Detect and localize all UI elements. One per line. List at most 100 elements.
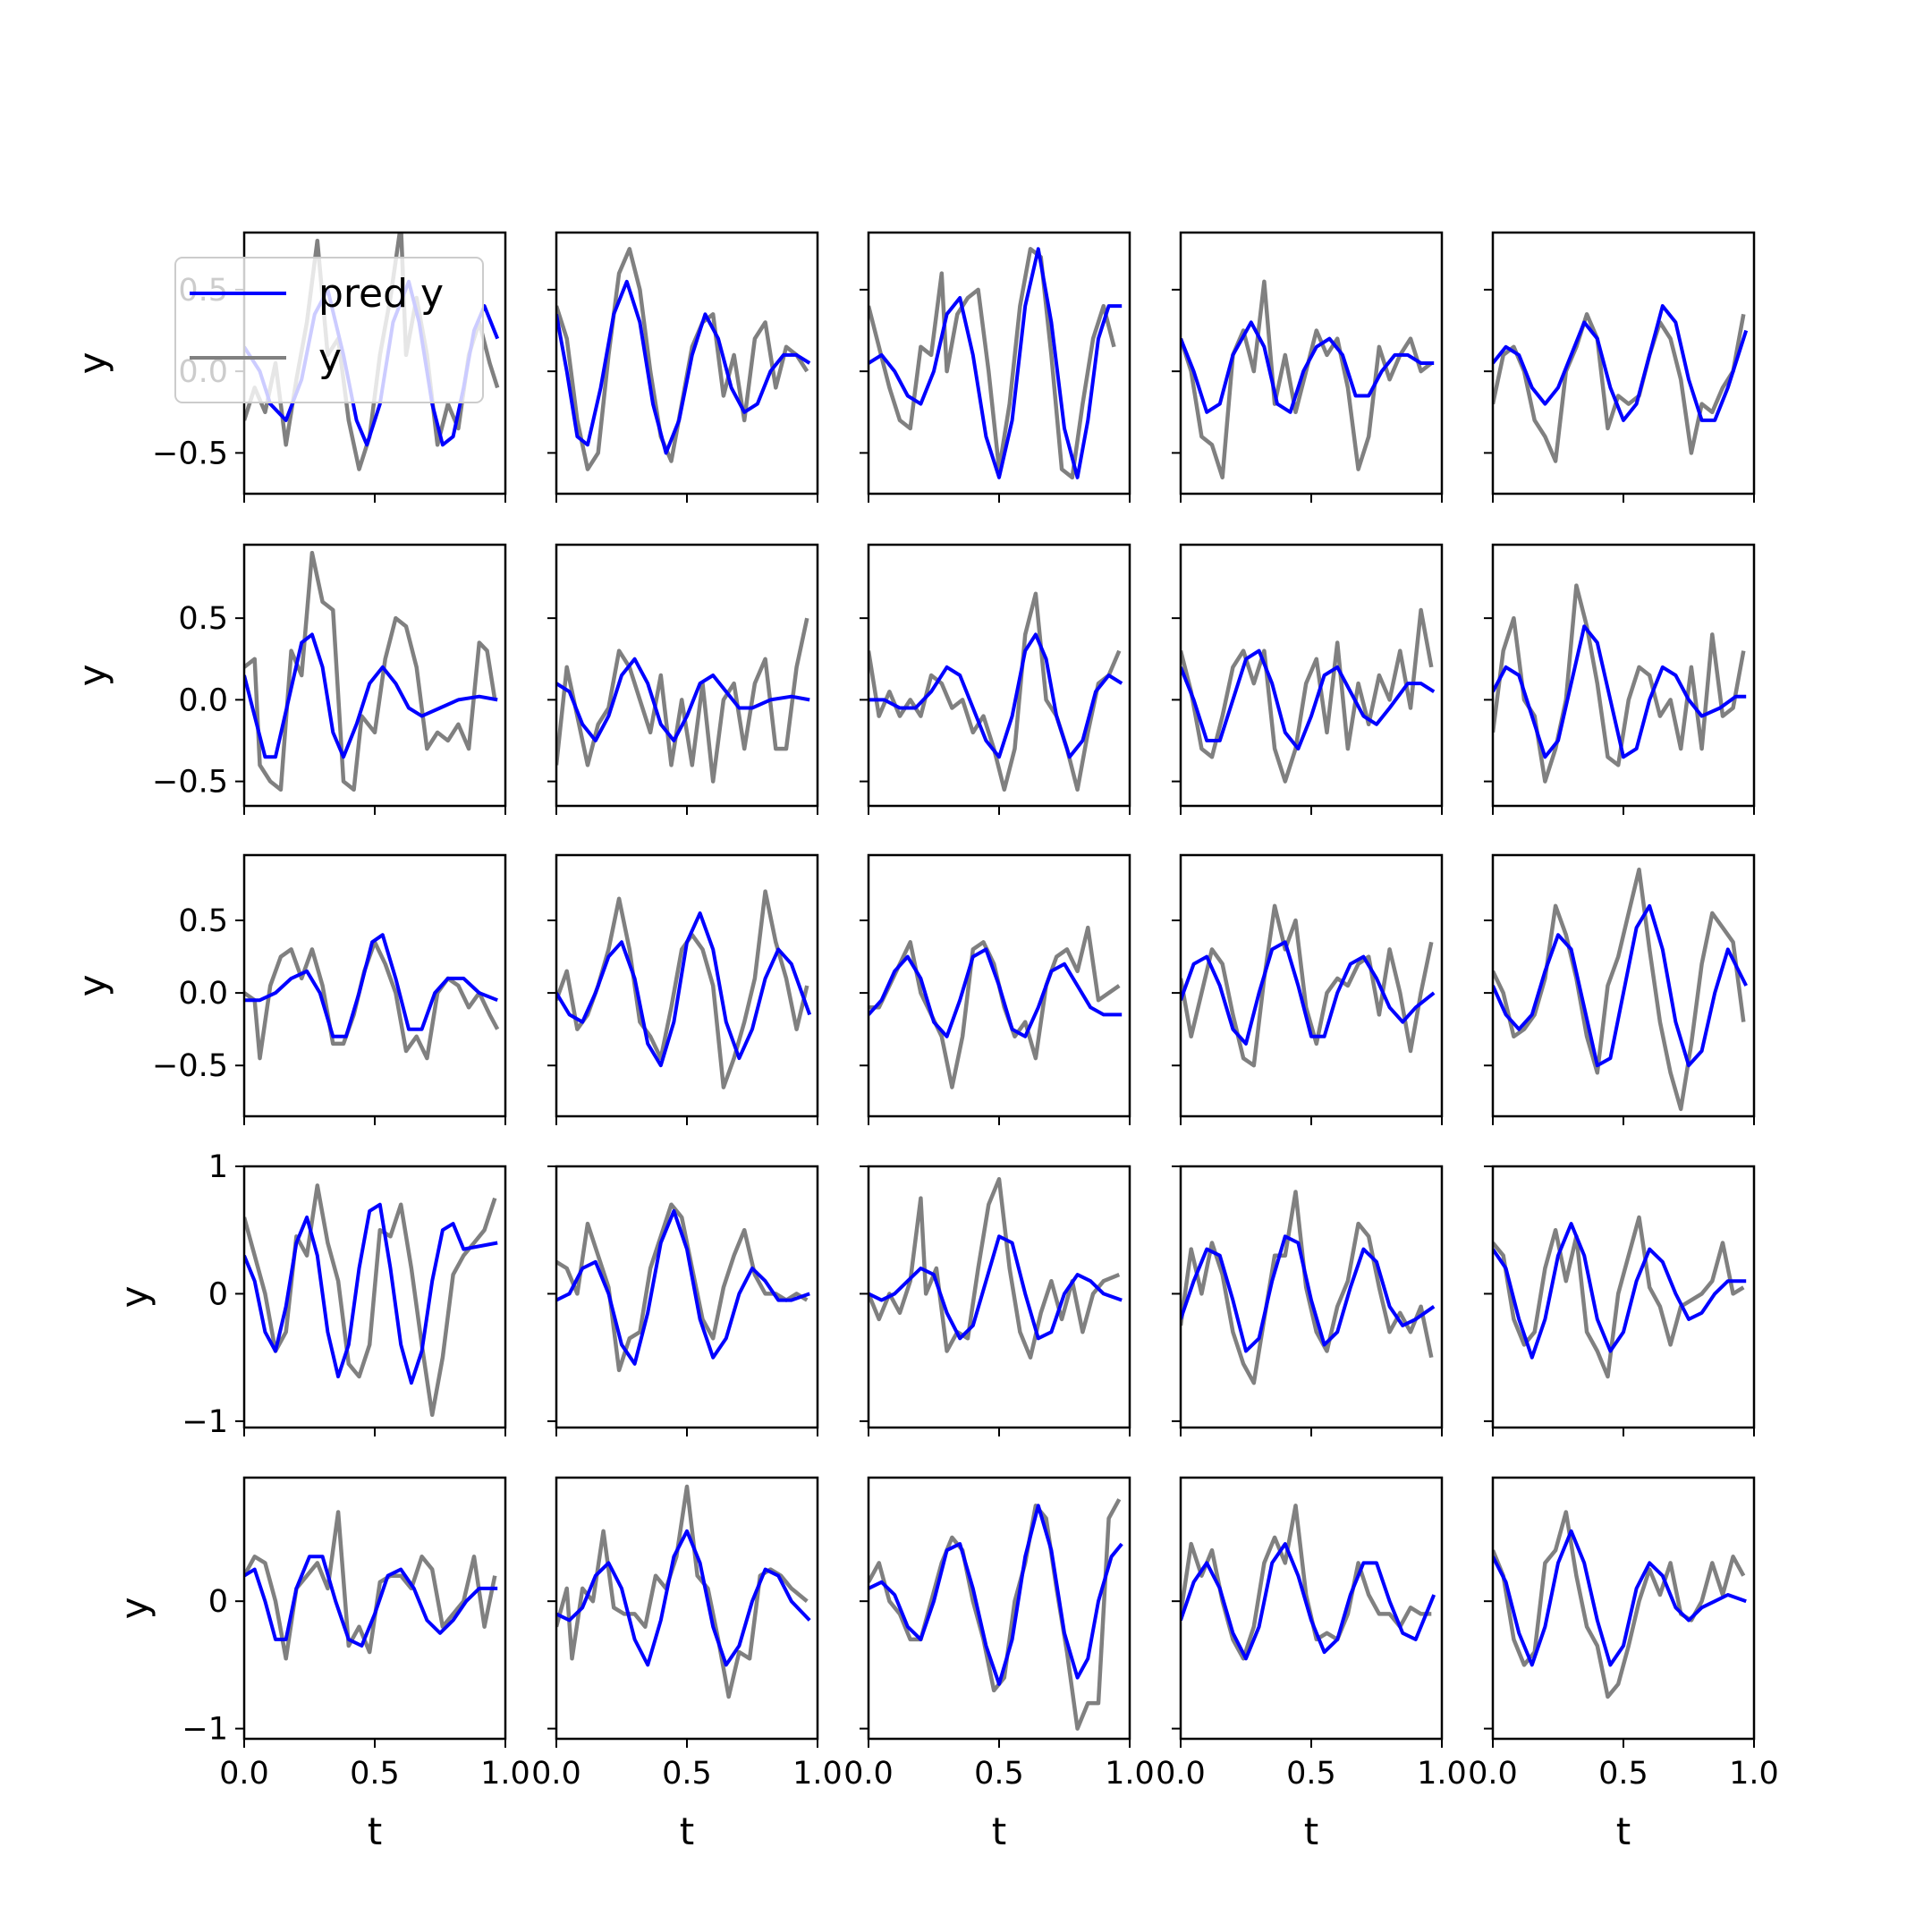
plot-lines	[1181, 1504, 1436, 1661]
series-line-pred-y	[1181, 1234, 1436, 1353]
y-axis-label: y	[71, 975, 114, 997]
subplot-r4-c1: 0.0 0.5 1.0 t	[531, 1476, 843, 1853]
plots-layer: −0.50.00.5y−0.50.00.5y−0.50.00.5y−101y0.…	[71, 231, 1779, 1853]
subplot-r1-c4	[1484, 543, 1756, 815]
series-line-y	[1181, 1190, 1434, 1385]
series-line-y	[244, 940, 500, 1061]
series-line-pred-y	[869, 1504, 1123, 1686]
series-line-pred-y	[1181, 940, 1436, 1046]
x-axis-label: t	[368, 1809, 382, 1853]
y-tick-label: −0.5	[152, 1048, 228, 1084]
y-tick-label: 0.5	[178, 903, 228, 939]
subplot-r4-c2: 0.0 0.5 1.0 t	[843, 1476, 1155, 1853]
series-line-pred-y	[1493, 304, 1749, 422]
y-axis-label: y	[71, 665, 114, 687]
series-line-pred-y	[1181, 1542, 1436, 1661]
plot-lines	[1493, 583, 1747, 784]
y-axis-label: y	[113, 1597, 157, 1620]
series-line-y	[556, 247, 809, 471]
axes-frame	[555, 1476, 819, 1741]
subplot-r1-c1	[547, 543, 819, 815]
plot-lines	[1493, 1215, 1747, 1379]
series-line-pred-y	[1493, 903, 1748, 1068]
x-tick-label: 0.5	[662, 1756, 712, 1792]
subplot-r2-c0: −0.5 0.0 0.5 y	[71, 853, 507, 1125]
plot-lines	[244, 1510, 498, 1661]
series-line-pred-y	[556, 657, 810, 742]
plot-lines	[869, 1176, 1123, 1360]
x-tick-label: 1.0	[1105, 1756, 1155, 1792]
y-tick-label: 0.0	[178, 682, 228, 718]
plot-lines	[556, 1484, 811, 1699]
subplot-r1-c3	[1172, 543, 1444, 815]
plot-lines	[1493, 867, 1748, 1112]
plot-lines	[1493, 304, 1749, 463]
subplot-r0-c1	[547, 231, 819, 503]
x-axis-label: t	[1616, 1809, 1631, 1853]
y-tick-label: −0.5	[152, 436, 228, 471]
series-line-y	[244, 550, 497, 792]
series-line-y	[1493, 583, 1746, 784]
plot-lines	[869, 1498, 1123, 1731]
x-tick-label: 1.0	[1729, 1756, 1779, 1792]
plot-lines	[869, 591, 1123, 792]
y-tick-label: −1	[182, 1404, 228, 1440]
axes-frame	[555, 543, 819, 808]
series-line-pred-y	[869, 247, 1123, 479]
series-line-pred-y	[869, 632, 1123, 759]
legend: pred y y	[174, 257, 484, 403]
series-line-pred-y	[244, 632, 498, 759]
axes-frame	[1179, 231, 1444, 496]
series-line-y	[1493, 312, 1746, 463]
x-tick-label: 1.0	[480, 1756, 530, 1792]
series-line-y	[869, 1176, 1121, 1360]
axes-frame	[555, 853, 819, 1118]
plot-lines	[244, 550, 498, 792]
x-axis-label: t	[680, 1809, 694, 1853]
x-tick-label: 0.0	[531, 1756, 581, 1792]
x-tick-label: 0.0	[843, 1756, 894, 1792]
series-line-pred-y	[869, 1234, 1123, 1341]
x-tick-label: 0.5	[1598, 1756, 1648, 1792]
y-tick-label: −0.5	[152, 765, 228, 801]
series-line-pred-y	[556, 279, 811, 455]
plot-lines	[869, 925, 1123, 1089]
subplot-r2-c3	[1172, 853, 1444, 1125]
x-tick-label: 0.5	[974, 1756, 1024, 1792]
series-line-y	[556, 1202, 809, 1373]
series-line-y	[556, 617, 809, 784]
series-line-y	[869, 247, 1116, 480]
plot-lines	[869, 247, 1123, 480]
x-tick-label: 0.5	[1286, 1756, 1336, 1792]
axes-frame	[1491, 543, 1756, 808]
series-line-pred-y	[556, 1529, 811, 1667]
plot-lines	[556, 617, 810, 784]
legend-label-pred-y: pred y	[318, 271, 444, 317]
subplot-r2-c2	[860, 853, 1131, 1125]
axes-frame	[1179, 1476, 1444, 1741]
x-tick-label: 0.0	[219, 1756, 269, 1792]
series-line-pred-y	[1493, 624, 1747, 759]
subplot-r0-c2	[860, 231, 1131, 503]
series-line-y	[1493, 867, 1746, 1112]
subplot-r0-c4	[1484, 231, 1756, 503]
x-axis-label: t	[1304, 1809, 1318, 1853]
plot-lines	[556, 1202, 810, 1373]
series-line-pred-y	[244, 279, 500, 447]
x-tick-label: 1.0	[792, 1756, 843, 1792]
series-line-pred-y	[556, 1208, 810, 1366]
subplot-r3-c4	[1484, 1165, 1756, 1436]
subplot-r3-c3	[1172, 1165, 1444, 1436]
plot-lines	[1181, 607, 1436, 784]
series-line-y	[1493, 1215, 1745, 1379]
series-line-y	[869, 591, 1122, 792]
plot-lines	[556, 889, 812, 1089]
subplot-r0-c3	[1172, 231, 1444, 503]
axes-frame	[1491, 1165, 1756, 1429]
plot-lines	[1181, 279, 1435, 480]
subplot-r3-c1	[547, 1165, 819, 1436]
series-line-pred-y	[1181, 320, 1435, 414]
x-tick-label: 0.0	[1468, 1756, 1518, 1792]
series-line-y	[1181, 903, 1434, 1068]
